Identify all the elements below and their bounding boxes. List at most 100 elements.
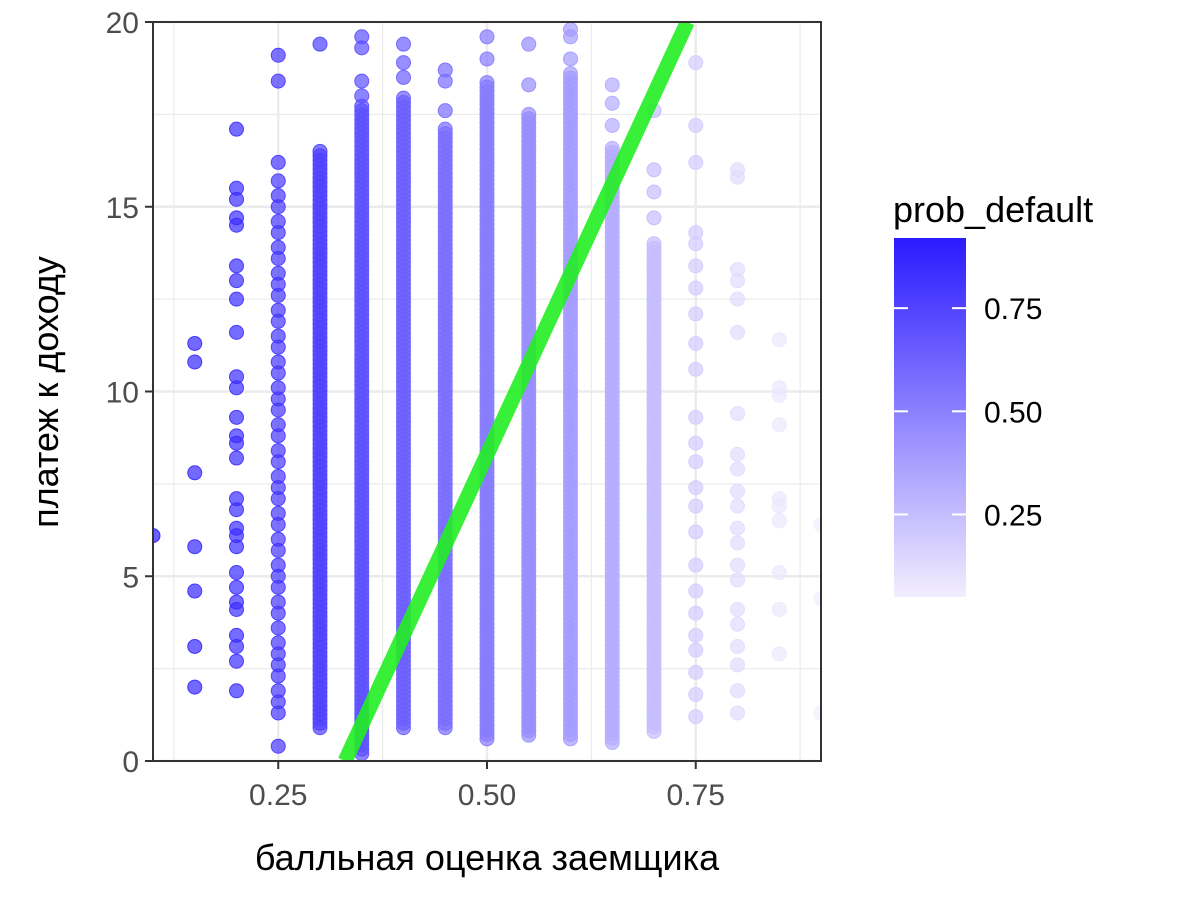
legend-title: prob_default — [893, 189, 1093, 230]
data-point — [688, 225, 704, 241]
data-point — [270, 328, 286, 344]
x-tick-label: 0.25 — [249, 779, 307, 812]
data-point — [688, 557, 704, 573]
x-tick-label: 0.75 — [667, 779, 725, 812]
y-tick-label: 15 — [106, 192, 139, 225]
data-point — [270, 683, 286, 699]
data-point — [396, 55, 411, 71]
data-point — [187, 679, 203, 695]
data-point — [688, 686, 704, 702]
data-point — [730, 683, 745, 699]
data-point — [688, 335, 704, 351]
data-point — [730, 291, 745, 307]
data-point — [270, 557, 286, 573]
data-point — [229, 450, 244, 466]
data-point — [229, 258, 244, 274]
data-point — [688, 480, 704, 496]
data-point — [187, 465, 203, 481]
data-point — [270, 302, 286, 318]
x-axis: 0.25 0.50 0.75 — [249, 761, 725, 812]
data-point — [604, 140, 620, 156]
data-point — [688, 709, 704, 725]
data-point — [270, 620, 286, 636]
data-point — [730, 602, 745, 618]
data-point — [229, 565, 244, 581]
data-point — [771, 332, 787, 348]
data-point — [270, 188, 286, 204]
y-axis: 0 5 10 15 20 — [106, 7, 153, 779]
data-point — [688, 306, 704, 322]
data-point — [688, 258, 704, 274]
y-tick-label: 20 — [106, 7, 139, 40]
data-point — [187, 335, 203, 351]
data-point — [312, 36, 328, 52]
data-point — [563, 51, 578, 67]
data-point — [730, 705, 745, 721]
data-point — [437, 103, 453, 119]
data-point — [479, 51, 495, 67]
data-point — [270, 738, 286, 754]
data-point — [521, 36, 537, 52]
data-point — [813, 517, 821, 533]
x-tick-label: 0.50 — [458, 779, 516, 812]
data-point — [688, 280, 704, 296]
data-point — [354, 88, 370, 104]
data-point — [354, 29, 370, 45]
data-point — [396, 90, 411, 106]
data-point — [270, 354, 286, 370]
data-point — [521, 106, 537, 122]
data-point — [270, 443, 286, 459]
data-point — [229, 369, 244, 385]
data-point — [730, 483, 745, 499]
data-point — [604, 117, 620, 133]
data-point — [688, 409, 704, 425]
data-point — [813, 705, 821, 721]
data-point — [270, 505, 286, 521]
data-point — [646, 210, 662, 226]
data-point — [229, 409, 244, 425]
data-point — [270, 380, 286, 396]
data-point — [479, 29, 495, 45]
data-point — [563, 66, 578, 82]
data-point — [270, 73, 286, 89]
data-point — [270, 417, 286, 433]
data-point — [153, 528, 161, 544]
data-point — [688, 605, 704, 621]
data-point — [396, 69, 411, 85]
decision-boundary — [338, 22, 695, 761]
data-point — [229, 594, 244, 610]
data-point — [730, 572, 745, 588]
data-point — [270, 594, 286, 610]
data-point — [688, 435, 704, 451]
data-point — [771, 602, 787, 618]
data-point — [270, 468, 286, 484]
y-tick-label: 0 — [122, 746, 139, 779]
data-point — [771, 646, 787, 662]
data-point — [730, 520, 745, 536]
data-point — [730, 262, 745, 278]
data-point — [771, 417, 787, 433]
data-point — [771, 565, 787, 581]
data-point — [771, 513, 787, 529]
data-point — [730, 616, 745, 632]
data-point — [354, 73, 370, 89]
legend-label: 0.25 — [984, 499, 1042, 532]
data-point — [187, 583, 203, 599]
data-point — [604, 77, 620, 93]
data-point — [270, 214, 286, 230]
data-point — [730, 461, 745, 477]
data-point — [730, 535, 745, 551]
legend: prob_default 0.75 0.50 0.25 — [893, 189, 1093, 597]
data-point — [229, 428, 244, 444]
data-point — [229, 210, 244, 226]
data-point — [270, 265, 286, 281]
y-tick-label: 10 — [106, 377, 139, 410]
data-point — [521, 77, 537, 93]
data-point — [437, 121, 453, 137]
data-point — [730, 657, 745, 673]
legend-ticks: 0.75 0.50 0.25 — [894, 293, 1042, 532]
data-point — [437, 62, 453, 78]
data-point — [563, 22, 578, 37]
data-point — [229, 627, 244, 643]
data-point — [187, 539, 203, 555]
